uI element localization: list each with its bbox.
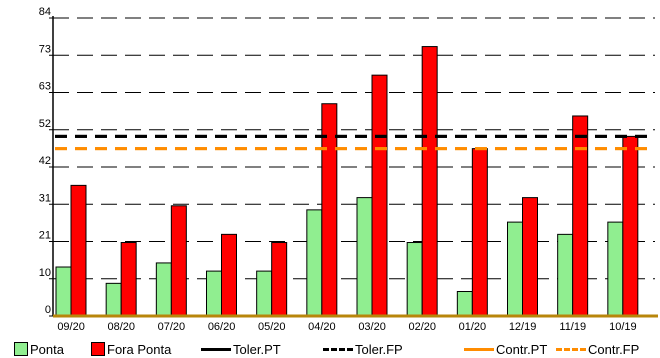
bar-ponta (55, 266, 72, 317)
bar-ponta (105, 282, 122, 317)
bar-ponta (507, 221, 523, 317)
y-tick-label: 63 (39, 81, 51, 93)
bar-fora-ponta (271, 242, 288, 317)
bar-fora-ponta (170, 205, 187, 317)
y-tick-label: 73 (39, 43, 51, 55)
x-tick-label: 12/19 (509, 321, 537, 333)
y-tick-label: 0 (45, 304, 51, 316)
bar-ponta (155, 262, 172, 317)
x-tick-label: 03/20 (358, 321, 386, 333)
y-tick-label: 52 (39, 118, 51, 130)
x-tick-label: 10/19 (609, 321, 637, 333)
x-tick-label: 09/20 (57, 321, 85, 333)
legend-label-contr-fp: Contr.FP (588, 341, 640, 357)
bar-ponta (356, 197, 373, 317)
legend-line-contr-pt (464, 347, 494, 351)
legend-item-toler-fp: Toler.FP (323, 340, 403, 358)
bar-ponta (557, 233, 574, 317)
y-tick-label: 31 (39, 192, 51, 204)
legend-label-ponta: Ponta (30, 341, 64, 357)
bar-fora-ponta (421, 46, 438, 317)
x-tick-label: 05/20 (258, 321, 286, 333)
legend-label-toler-pt: Toler.PT (233, 341, 281, 357)
legend-label-fora-ponta: Fora Ponta (107, 341, 172, 357)
bar-fora-ponta (221, 233, 237, 317)
y-tick-label: 42 (39, 155, 51, 167)
legend-item-contr-pt: Contr.PT (464, 340, 547, 358)
legend-line-contr-fp (556, 347, 586, 351)
bar-fora-ponta (522, 197, 538, 317)
legend-item-fora-ponta: Fora Ponta (91, 340, 171, 358)
bar-fora-ponta (622, 135, 639, 317)
y-tick-label: 21 (39, 230, 51, 242)
x-tick-label: 11/19 (559, 321, 586, 333)
bar-fora-ponta (371, 74, 388, 317)
bar-fora-ponta (120, 242, 137, 317)
bar-ponta (456, 291, 473, 317)
y-tick-label: 10 (39, 267, 51, 279)
legend-item-ponta: Ponta (14, 340, 64, 358)
x-tick-label: 04/20 (308, 321, 336, 333)
x-tick-label: 01/20 (459, 321, 487, 333)
legend-label-toler-fp: Toler.FP (355, 341, 403, 357)
plot-area: 0 10 21 31 42 52 63 73 84 09/20 08/20 07/20 06/20 05/… (39, 6, 658, 333)
bar-ponta (406, 242, 423, 317)
legend-swatch-ponta (14, 342, 28, 356)
legend: Ponta Fora Ponta Toler.PT Toler.FP Contr… (0, 340, 660, 358)
legend-label-contr-pt: Contr.PT (496, 341, 548, 357)
bar-ponta (607, 221, 624, 317)
legend-item-toler-pt: Toler.PT (201, 340, 281, 358)
x-tick-label: 07/20 (158, 321, 186, 333)
bar-fora-ponta (471, 148, 488, 317)
x-tick-label: 08/20 (107, 321, 135, 333)
y-tick-label: 84 (39, 6, 51, 18)
legend-line-toler-pt (201, 347, 231, 351)
bar-ponta (306, 209, 323, 317)
bar-fora-ponta (70, 184, 87, 317)
bar-fora-ponta (572, 115, 589, 317)
legend-line-toler-fp (323, 347, 353, 351)
bar-ponta (206, 270, 222, 317)
x-tick-label: 02/20 (408, 321, 436, 333)
x-tick-label: 06/20 (208, 321, 236, 333)
legend-item-contr-fp: Contr.FP (556, 340, 639, 358)
bar-ponta (256, 270, 273, 317)
legend-swatch-fora-ponta (91, 342, 105, 356)
